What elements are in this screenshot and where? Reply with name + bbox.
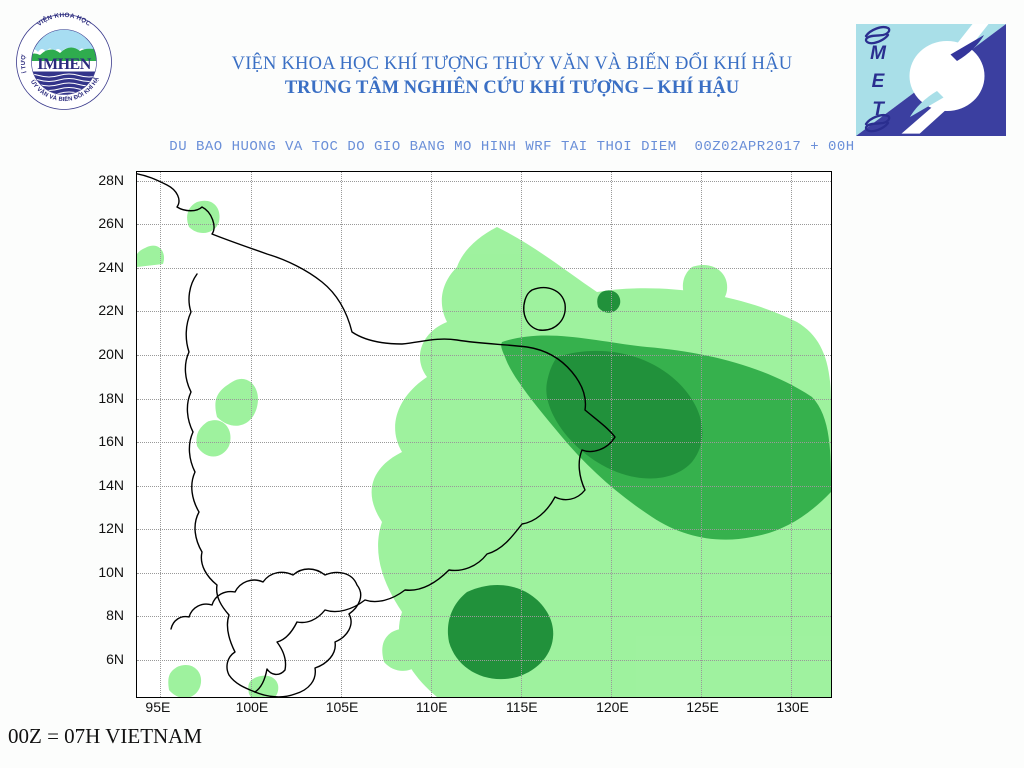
svg-text:E: E (872, 71, 886, 92)
svg-text:M: M (870, 43, 887, 64)
